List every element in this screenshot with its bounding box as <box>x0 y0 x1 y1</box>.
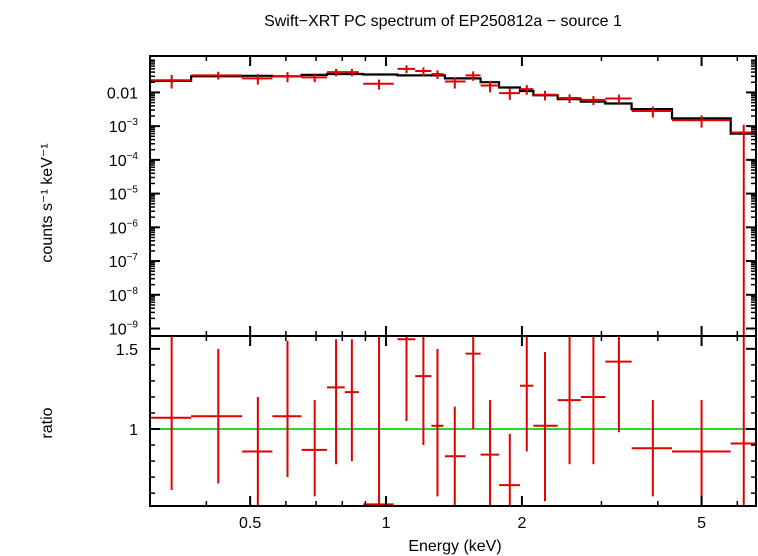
ratio-data-point <box>150 336 192 490</box>
ratio-data-point <box>533 352 558 502</box>
ratio-data-point <box>415 336 432 446</box>
ratio-data-point <box>605 336 632 433</box>
spectrum-data-point <box>672 115 731 128</box>
spectrum-panel: 0.01 10−3 10−4 10−5 10−6 10−7 10−8 10−9 <box>107 55 757 339</box>
ratio-data-points <box>150 336 756 506</box>
spectrum-data-point <box>444 77 466 89</box>
spectrum-y-tick-label: 10−4 <box>109 151 139 170</box>
spectrum-y-tick-label: 10−7 <box>109 252 139 271</box>
spectrum-y-axis-label: counts s⁻¹ keV⁻¹ <box>39 143 56 262</box>
ratio-data-point <box>631 400 673 497</box>
ratio-y-tick-labels: 11.5 <box>116 342 138 439</box>
ratio-data-point <box>272 340 302 478</box>
ratio-plot-frame <box>149 335 757 507</box>
spectrum-data-point <box>242 74 273 85</box>
spectrum-y-tick-label: 10−5 <box>109 185 139 204</box>
spectrum-data-point <box>605 94 632 104</box>
chart-title: Swift−XRT PC spectrum of EP250812a − sou… <box>264 13 622 30</box>
energy-tick-label: 1 <box>382 515 391 532</box>
spectrum-y-tick-label: 10−8 <box>109 286 139 305</box>
spectrum-data-point <box>191 71 243 80</box>
spectrum-data-point <box>363 79 394 90</box>
ratio-data-point <box>431 348 444 497</box>
ratio-data-point <box>444 406 466 506</box>
energy-tick-label: 5 <box>697 515 706 532</box>
spectrum-data-point <box>301 73 328 83</box>
spectrum-data-point <box>150 74 192 89</box>
spectrum-data-point <box>344 68 359 77</box>
ratio-panel: 11.5 0.5 1 2 5 <box>116 335 757 532</box>
ratio-data-point <box>519 336 534 452</box>
ratio-data-point <box>465 336 481 430</box>
spectrum-data-point <box>327 68 345 77</box>
spectrum-data-point <box>533 90 558 101</box>
ratio-data-point <box>344 339 359 462</box>
spectrum-data-point <box>580 96 606 106</box>
spectrum-data-point <box>499 88 520 100</box>
ratio-data-point <box>397 336 416 421</box>
ratio-data-point <box>191 348 243 484</box>
ratio-data-point <box>242 396 273 506</box>
spectrum-data-point <box>397 65 416 74</box>
spectrum-data-point <box>631 106 673 118</box>
ratio-y-tick-label: 1.5 <box>116 342 138 359</box>
ratio-data-point <box>363 336 394 506</box>
spectrum-data-points <box>150 65 756 336</box>
spectrum-y-tick-labels: 0.01 10−3 10−4 10−5 10−6 10−7 10−8 10−9 <box>107 85 139 338</box>
spectrum-data-point <box>519 85 534 95</box>
spectrum-data-point <box>730 124 756 336</box>
ratio-data-point <box>480 400 500 506</box>
ratio-data-point <box>327 339 345 465</box>
ratio-data-point <box>730 336 756 506</box>
ratio-data-point <box>557 336 581 465</box>
ratio-y-axis-label: ratio <box>39 407 56 438</box>
spectrum-y-tick-label: 0.01 <box>107 85 138 102</box>
ratio-y-tick-label: 1 <box>129 422 138 439</box>
spectrum-data-point <box>465 71 481 81</box>
energy-axis-label: Energy (keV) <box>408 538 501 555</box>
ratio-data-point <box>580 336 606 465</box>
spectrum-data-point <box>557 94 581 104</box>
energy-tick-labels: 0.5 1 2 5 <box>239 515 706 532</box>
ratio-data-point <box>499 433 520 506</box>
ratio-data-point <box>672 400 731 506</box>
ratio-data-point <box>301 400 328 497</box>
spectrum-data-point <box>431 70 444 79</box>
spectrum-data-point <box>480 80 500 93</box>
spectrum-data-point <box>272 72 302 83</box>
energy-tick-label: 2 <box>517 515 526 532</box>
spectrum-data-point <box>415 67 432 77</box>
spectrum-y-tick-label: 10−3 <box>109 117 139 136</box>
energy-tick-label: 0.5 <box>239 515 261 532</box>
spectrum-y-tick-label: 10−6 <box>109 218 139 237</box>
spectrum-y-tick-label: 10−9 <box>109 320 139 339</box>
